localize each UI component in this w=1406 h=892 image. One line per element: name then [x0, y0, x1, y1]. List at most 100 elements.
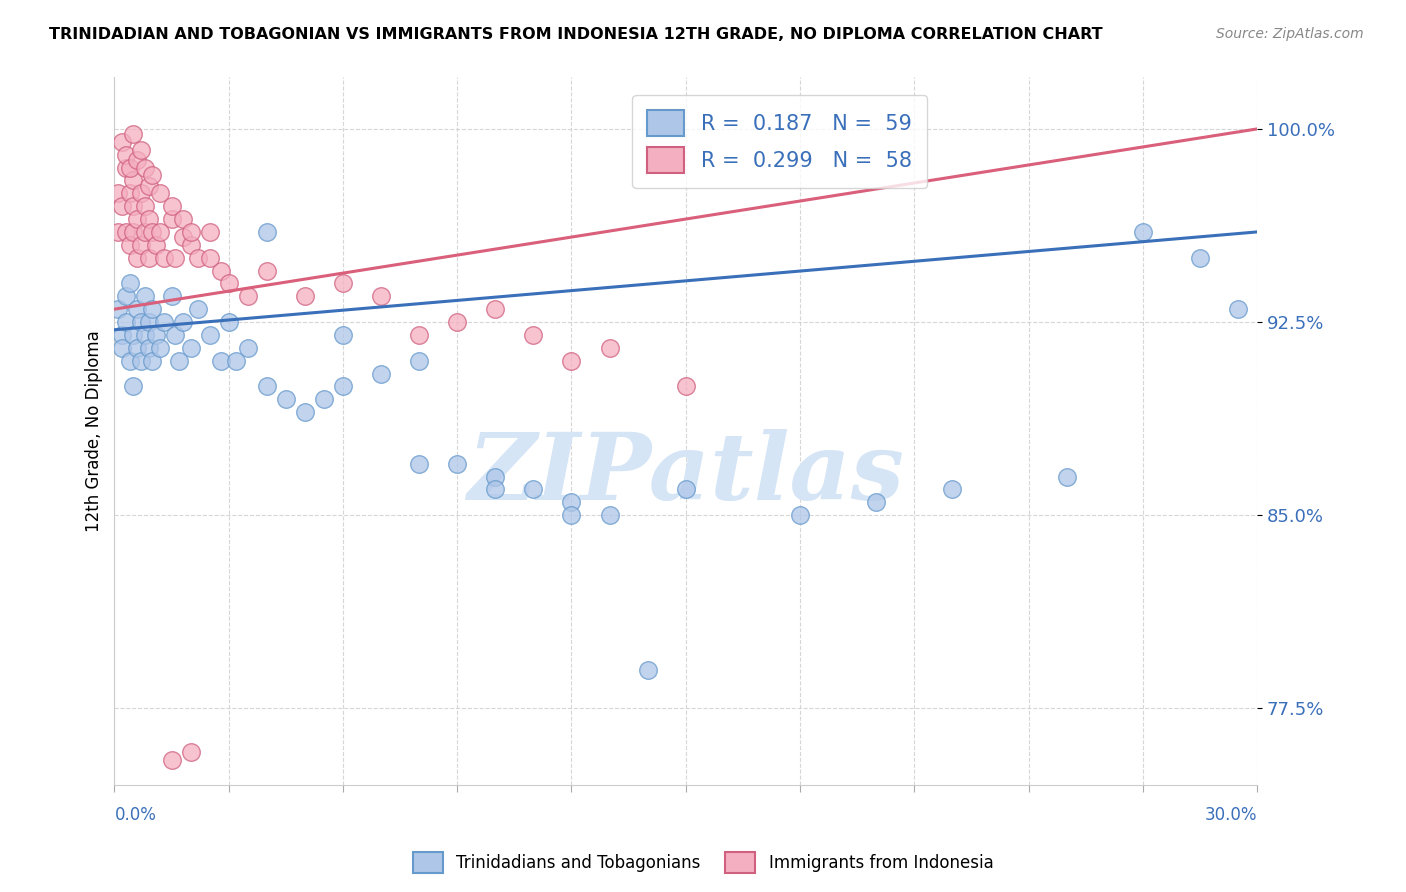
Point	[118, 277, 141, 291]
Point	[118, 237, 141, 252]
Point	[599, 508, 621, 523]
Point	[209, 353, 232, 368]
Legend: R =  0.187   N =  59, R =  0.299   N =  58: R = 0.187 N = 59, R = 0.299 N = 58	[633, 95, 927, 188]
Point	[560, 508, 582, 523]
Point	[111, 341, 134, 355]
Point	[141, 225, 163, 239]
Point	[141, 169, 163, 183]
Point	[675, 483, 697, 497]
Point	[141, 302, 163, 317]
Point	[118, 353, 141, 368]
Point	[129, 353, 152, 368]
Point	[122, 173, 145, 187]
Point	[129, 315, 152, 329]
Point	[294, 405, 316, 419]
Point	[312, 392, 335, 407]
Point	[127, 153, 149, 167]
Point	[107, 186, 129, 201]
Point	[149, 225, 172, 239]
Point	[145, 327, 167, 342]
Point	[111, 135, 134, 149]
Point	[180, 225, 202, 239]
Legend: Trinidadians and Tobagonians, Immigrants from Indonesia: Trinidadians and Tobagonians, Immigrants…	[406, 846, 1000, 880]
Point	[236, 341, 259, 355]
Point	[484, 483, 506, 497]
Point	[256, 225, 278, 239]
Point	[111, 199, 134, 213]
Point	[225, 353, 247, 368]
Point	[218, 315, 240, 329]
Point	[138, 178, 160, 193]
Point	[675, 379, 697, 393]
Point	[198, 225, 221, 239]
Text: ZIPatlas: ZIPatlas	[467, 429, 904, 519]
Point	[127, 341, 149, 355]
Point	[153, 251, 176, 265]
Point	[408, 457, 430, 471]
Point	[560, 353, 582, 368]
Point	[209, 263, 232, 277]
Point	[115, 161, 138, 175]
Point	[332, 327, 354, 342]
Point	[1188, 251, 1211, 265]
Point	[115, 147, 138, 161]
Point	[115, 315, 138, 329]
Point	[198, 251, 221, 265]
Point	[172, 230, 194, 244]
Point	[122, 379, 145, 393]
Point	[446, 315, 468, 329]
Point	[180, 341, 202, 355]
Point	[160, 289, 183, 303]
Point	[138, 315, 160, 329]
Text: TRINIDADIAN AND TOBAGONIAN VS IMMIGRANTS FROM INDONESIA 12TH GRADE, NO DIPLOMA C: TRINIDADIAN AND TOBAGONIAN VS IMMIGRANTS…	[49, 27, 1102, 42]
Point	[153, 315, 176, 329]
Point	[122, 327, 145, 342]
Point	[522, 327, 544, 342]
Text: 30.0%: 30.0%	[1205, 806, 1257, 824]
Point	[218, 277, 240, 291]
Point	[149, 186, 172, 201]
Point	[370, 289, 392, 303]
Point	[484, 469, 506, 483]
Point	[1132, 225, 1154, 239]
Point	[560, 495, 582, 509]
Point	[138, 251, 160, 265]
Point	[637, 663, 659, 677]
Point	[522, 483, 544, 497]
Point	[107, 225, 129, 239]
Point	[118, 161, 141, 175]
Point	[138, 212, 160, 227]
Point	[149, 341, 172, 355]
Point	[165, 327, 187, 342]
Point	[141, 353, 163, 368]
Point	[865, 495, 887, 509]
Point	[145, 237, 167, 252]
Point	[134, 199, 156, 213]
Point	[127, 212, 149, 227]
Point	[256, 379, 278, 393]
Point	[172, 212, 194, 227]
Point	[256, 263, 278, 277]
Point	[134, 327, 156, 342]
Point	[446, 457, 468, 471]
Point	[180, 237, 202, 252]
Point	[187, 302, 209, 317]
Point	[408, 327, 430, 342]
Point	[599, 341, 621, 355]
Point	[408, 353, 430, 368]
Point	[180, 745, 202, 759]
Point	[165, 251, 187, 265]
Point	[122, 199, 145, 213]
Point	[941, 483, 963, 497]
Point	[129, 186, 152, 201]
Point	[1227, 302, 1250, 317]
Point	[115, 289, 138, 303]
Point	[134, 289, 156, 303]
Point	[789, 508, 811, 523]
Point	[167, 353, 190, 368]
Point	[134, 225, 156, 239]
Point	[198, 327, 221, 342]
Point	[294, 289, 316, 303]
Point	[129, 143, 152, 157]
Point	[127, 251, 149, 265]
